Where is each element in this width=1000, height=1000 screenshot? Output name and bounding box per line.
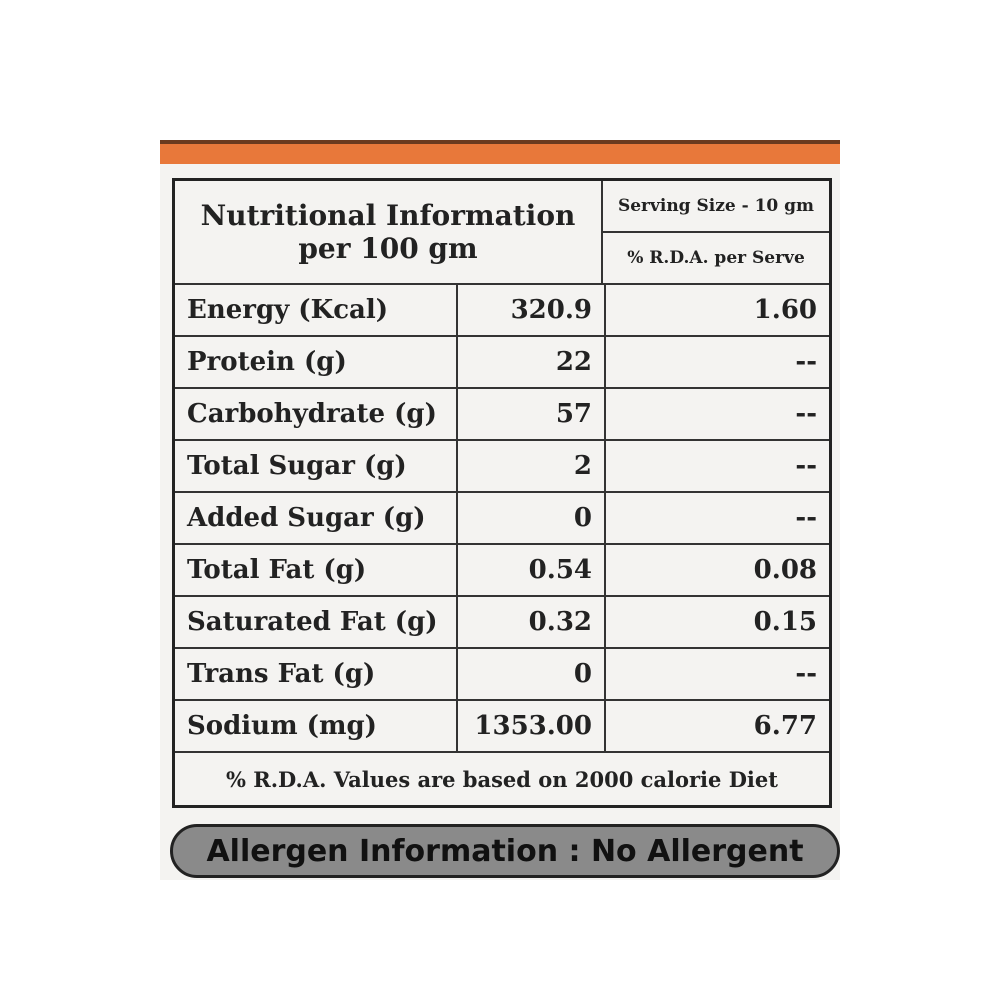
label-background: [160, 140, 840, 880]
nutrient-name: Carbohydrate (g): [175, 389, 458, 441]
nutrient-value: 0.54: [458, 545, 606, 597]
nutrient-name: Protein (g): [175, 337, 458, 389]
nutrient-value: 57: [458, 389, 606, 441]
nutrient-rda: --: [606, 649, 829, 701]
header-text: Nutritional Information: [200, 199, 576, 232]
nutrient-value: 0: [458, 649, 606, 701]
serving-size: Serving Size - 10 gm: [603, 181, 829, 233]
nutrient-rda: --: [606, 493, 829, 545]
nutrient-name: Saturated Fat (g): [175, 597, 458, 649]
nutrition-table: Nutritional Information per 100 gm Serving…: [172, 178, 832, 808]
nutrient-rda: 1.60: [606, 285, 829, 337]
nutrient-rda: 0.08: [606, 545, 829, 597]
nutrient-name: Total Fat (g): [175, 545, 458, 597]
nutrient-rda: --: [606, 389, 829, 441]
nutrient-rda: --: [606, 441, 829, 493]
nutrient-name: Sodium (mg): [175, 701, 458, 753]
orange-stripe: [160, 140, 840, 164]
nutrient-name: Trans Fat (g): [175, 649, 458, 701]
nutrient-value: 0.32: [458, 597, 606, 649]
nutrient-value: 1353.00: [458, 701, 606, 753]
nutrient-name: Total Sugar (g): [175, 441, 458, 493]
nutrient-value: 0: [458, 493, 606, 545]
nutrient-value: 2: [458, 441, 606, 493]
nutrient-rda: 0.15: [606, 597, 829, 649]
nutrient-name: Energy (Kcal): [175, 285, 458, 337]
footer-note: % R.D.A. Values are based on 2000 calori…: [226, 766, 778, 792]
header-title-cell: Nutritional Information per 100 gm: [175, 181, 603, 285]
nutrient-rda: 6.77: [606, 701, 829, 753]
header-text: per 100 gm: [298, 232, 478, 265]
allergen-banner: Allergen Information : No Allergent: [170, 824, 840, 878]
nutrient-value: 320.9: [458, 285, 606, 337]
nutrient-name: Added Sugar (g): [175, 493, 458, 545]
nutrient-rda: --: [606, 337, 829, 389]
rda-header: % R.D.A. per Serve: [603, 233, 829, 285]
nutrient-value: 22: [458, 337, 606, 389]
